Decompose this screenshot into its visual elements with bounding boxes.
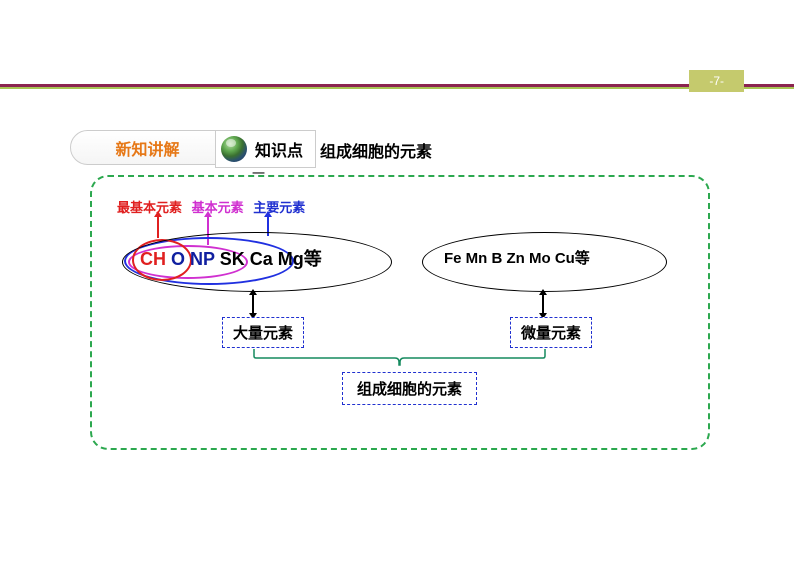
section-tab-label: 新知讲解 bbox=[115, 136, 179, 160]
major-elements-text: CH O NP SK Ca Mg等 bbox=[140, 245, 322, 271]
text-rest: SK Ca Mg等 bbox=[215, 249, 322, 269]
page-number-badge: -7- bbox=[689, 70, 744, 92]
summary-box: 组成细胞的元素 bbox=[342, 372, 477, 405]
arrow-red bbox=[157, 216, 159, 238]
bracket-icon bbox=[252, 347, 547, 367]
double-arrow-major bbox=[252, 294, 254, 314]
globe-icon bbox=[221, 136, 247, 162]
diagram-container: 最基本元素 基本元素 主要元素 CH O NP SK Ca Mg等 Fe Mn … bbox=[90, 175, 710, 450]
trace-elements-text: Fe Mn B Zn Mo Cu等 bbox=[444, 247, 590, 268]
text-ch: CH bbox=[140, 249, 166, 269]
label-most-basic: 最基本元素 bbox=[117, 200, 182, 215]
double-arrow-minor bbox=[542, 294, 544, 314]
knowledge-point-label: 知识点 bbox=[255, 137, 303, 161]
section-tab: 新知讲解 bbox=[70, 130, 225, 165]
label-main: 主要元素 bbox=[253, 200, 305, 215]
label-basic: 基本元素 bbox=[192, 200, 244, 215]
knowledge-point-badge: 知识点 bbox=[215, 130, 316, 168]
top-accent-bar-green bbox=[0, 87, 794, 89]
category-major-box: 大量元素 bbox=[222, 317, 304, 348]
page-title: 组成细胞的元素 bbox=[320, 138, 432, 162]
text-onp: O NP bbox=[166, 249, 215, 269]
category-minor-box: 微量元素 bbox=[510, 317, 592, 348]
